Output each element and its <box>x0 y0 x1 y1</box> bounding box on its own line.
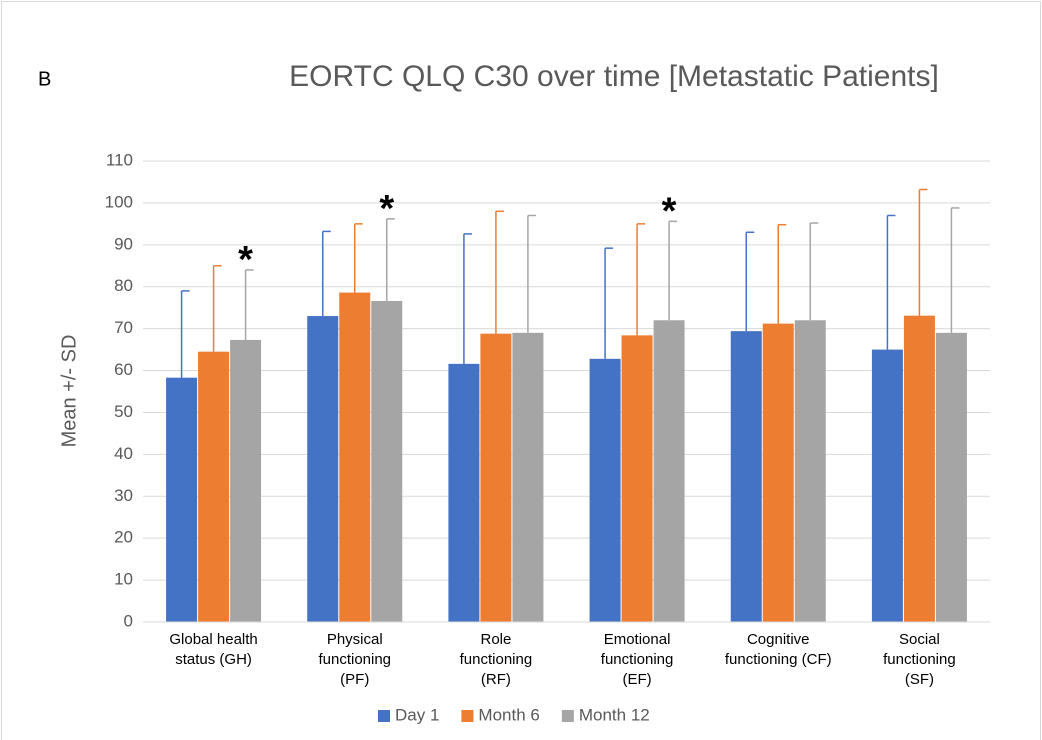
y-tick-label: 30 <box>114 486 133 505</box>
annotation: * <box>379 188 394 230</box>
bar <box>198 351 230 622</box>
x-tick-label: Role functioning (RF) <box>460 631 533 688</box>
bar <box>903 315 935 622</box>
bar <box>307 316 339 622</box>
bar <box>762 323 794 622</box>
bar <box>871 349 903 622</box>
bar <box>371 300 403 622</box>
bar <box>230 339 262 622</box>
x-tick-label: Emotional functioning (EF) <box>601 631 674 688</box>
bar <box>935 332 967 622</box>
y-tick-label: 60 <box>114 360 133 379</box>
bar <box>166 377 198 622</box>
y-tick-label: 50 <box>114 402 133 421</box>
x-tick-label: Social functioning (SF) <box>883 631 956 688</box>
x-tick-label: Global health status (GH) <box>169 631 257 668</box>
x-tick-label: Physical functioning (PF) <box>318 631 391 688</box>
legend-swatch <box>378 710 390 722</box>
bar <box>448 363 480 622</box>
annotation: * <box>662 190 677 232</box>
bar <box>589 358 621 622</box>
legend-label: Month 12 <box>579 705 650 724</box>
legend-swatch <box>461 710 474 722</box>
y-tick-label: 90 <box>114 234 133 253</box>
y-axis-label: Mean +/- SD <box>58 335 80 448</box>
y-tick-label: 0 <box>124 611 133 630</box>
y-tick-label: 80 <box>114 276 133 295</box>
bar <box>512 332 544 622</box>
bar <box>621 335 653 622</box>
bar <box>653 320 685 622</box>
panel-label: B <box>38 68 51 90</box>
y-tick-label: 110 <box>106 150 133 169</box>
y-tick-label: 70 <box>114 318 133 337</box>
bar <box>730 331 762 622</box>
legend-swatch <box>561 710 574 722</box>
bar <box>794 320 826 622</box>
y-tick-label: 40 <box>114 444 133 463</box>
bar <box>480 333 512 622</box>
legend-label: Month 6 <box>478 705 539 724</box>
y-tick-label: 10 <box>114 570 133 589</box>
bar <box>339 292 371 622</box>
y-tick-label: 20 <box>114 528 133 547</box>
x-tick-label: Cognitive functioning (CF) <box>725 631 832 668</box>
y-tick-label: 100 <box>105 192 133 211</box>
chart-title: EORTC QLQ C30 over time [Metastatic Pati… <box>289 60 939 93</box>
legend-label: Day 1 <box>395 705 439 724</box>
annotation: * <box>238 239 253 281</box>
